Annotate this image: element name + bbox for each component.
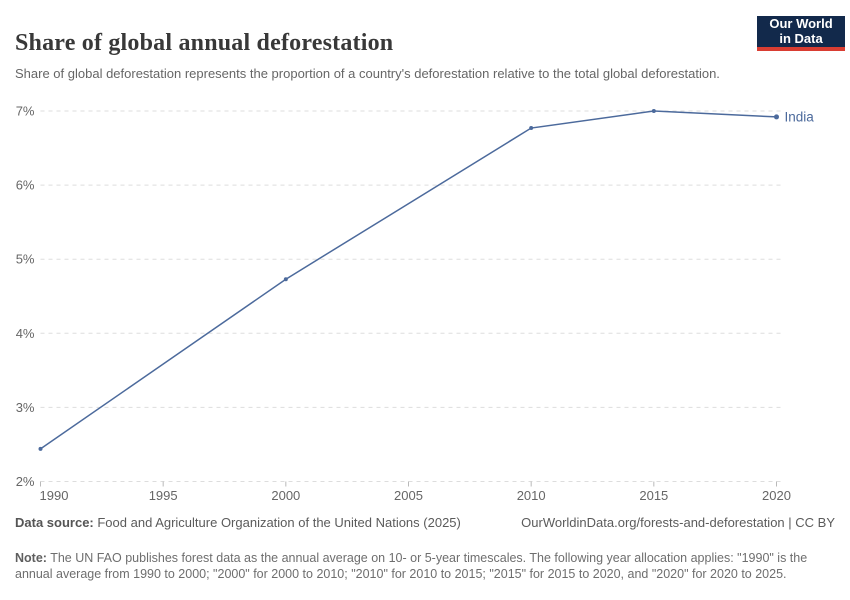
x-axis-tick-label: 2010 — [517, 488, 546, 503]
x-axis-tick-label: 1990 — [40, 488, 69, 503]
line-chart: 2% 3% 4% 5% 6% 7% 1990 1995 2000 2005 2010 2015 2020… — [16, 104, 815, 504]
data-source-label: Data source: — [15, 515, 94, 530]
y-axis-tick-label: 2% — [16, 474, 35, 489]
page-title: Share of global annual deforestation — [15, 30, 394, 57]
series-line-india[interactable] — [40, 110, 777, 450]
data-point-india-2015[interactable] — [651, 109, 656, 113]
chart-note: Note: The UN FAO publishes forest data a… — [15, 550, 837, 583]
data-point-india-2020[interactable] — [774, 114, 779, 120]
x-axis-tick-label: 2000 — [271, 488, 300, 503]
note-label: Note: — [15, 550, 47, 565]
x-axis-tick-label: 2005 — [394, 488, 423, 503]
note-text: The UN FAO publishes forest data as the … — [15, 550, 808, 582]
x-axis-tick-label: 2020 — [762, 488, 791, 503]
chart-footer: Data source: Food and Agriculture Organi… — [15, 515, 835, 530]
y-axis-tick-label: 7% — [16, 104, 35, 119]
y-axis-tick-label: 4% — [16, 326, 35, 341]
series-label-india[interactable]: India — [785, 109, 815, 124]
license-badge: | CC BY — [784, 515, 835, 530]
y-axis-tick-label: 3% — [16, 400, 35, 415]
data-source-value: Food and Agriculture Organization of the… — [93, 515, 461, 530]
owid-url-link[interactable]: OurWorldinData.org/forests-and-deforesta… — [521, 515, 785, 530]
y-axis-tick-label: 6% — [16, 178, 35, 193]
data-point-india-2010[interactable] — [529, 126, 534, 131]
data-point-india-1990[interactable] — [38, 446, 43, 451]
footer-right: OurWorldinData.org/forests-and-deforesta… — [521, 515, 835, 530]
chart-subtitle: Share of global deforestation represents… — [15, 66, 720, 81]
data-source-text: Data source: Food and Agriculture Organi… — [15, 515, 461, 530]
data-point-india-2000[interactable] — [283, 277, 288, 282]
y-axis-tick-label: 5% — [16, 252, 35, 267]
owid-logo-line2: in Data — [779, 30, 823, 46]
owid-logo-line1: Our World — [769, 15, 833, 31]
x-axis-tick-label: 2015 — [639, 488, 668, 503]
x-axis-tick-label: 1995 — [149, 488, 178, 503]
owid-logo[interactable]: Our World in Data — [757, 16, 845, 51]
